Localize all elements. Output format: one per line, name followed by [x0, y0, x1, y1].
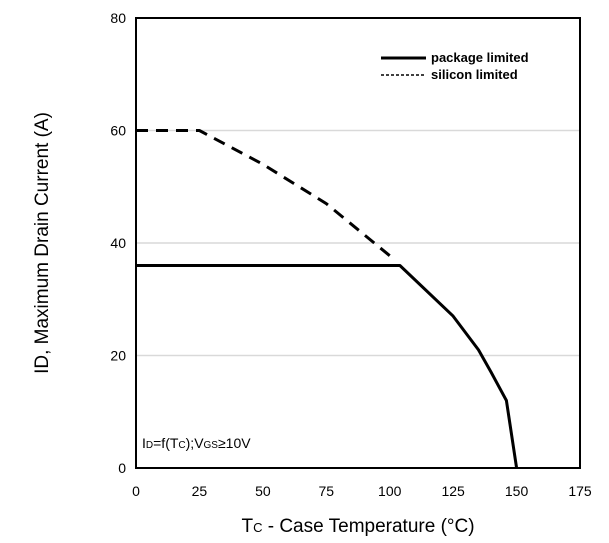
legend-label-package-limited: package limited [431, 50, 529, 65]
x-axis-title: TC - Case Temperature (°C) [241, 516, 474, 537]
legend: package limited silicon limited [381, 50, 529, 82]
plot-frame [135, 17, 581, 469]
x-tick-label-6: 150 [505, 483, 529, 499]
y-tick-label-3: 60 [110, 123, 126, 139]
x-tick-label-0: 0 [132, 483, 140, 499]
x-tick-label-3: 75 [318, 483, 334, 499]
x-tick-label-1: 25 [192, 483, 208, 499]
legend-label-silicon-limited: silicon limited [431, 67, 518, 82]
x-tick-label-5: 125 [441, 483, 465, 499]
condition-annotation: ID=f(TC);VGS≥10V [142, 435, 251, 451]
x-tick-labels: 0 25 50 75 100 125 150 175 [132, 483, 592, 499]
series-group [136, 129, 519, 469]
x-tick-label-4: 100 [378, 483, 402, 499]
series-line-package-limited [136, 264, 519, 469]
x-tick-label-2: 50 [255, 483, 271, 499]
grid-lines [136, 129, 580, 357]
series-line-silicon-limited [136, 129, 396, 262]
y-axis-title: ID, Maximum Drain Current (A) [32, 112, 53, 374]
y-tick-label-0: 0 [118, 460, 126, 476]
x-axis-title-sub: C [253, 520, 262, 535]
x-tick-label-7: 175 [568, 483, 592, 499]
y-tick-label-2: 40 [110, 235, 126, 251]
y-tick-label-1: 20 [110, 348, 126, 364]
y-tick-label-4: 80 [110, 10, 126, 26]
y-tick-labels: 0 20 40 60 80 [110, 10, 126, 476]
